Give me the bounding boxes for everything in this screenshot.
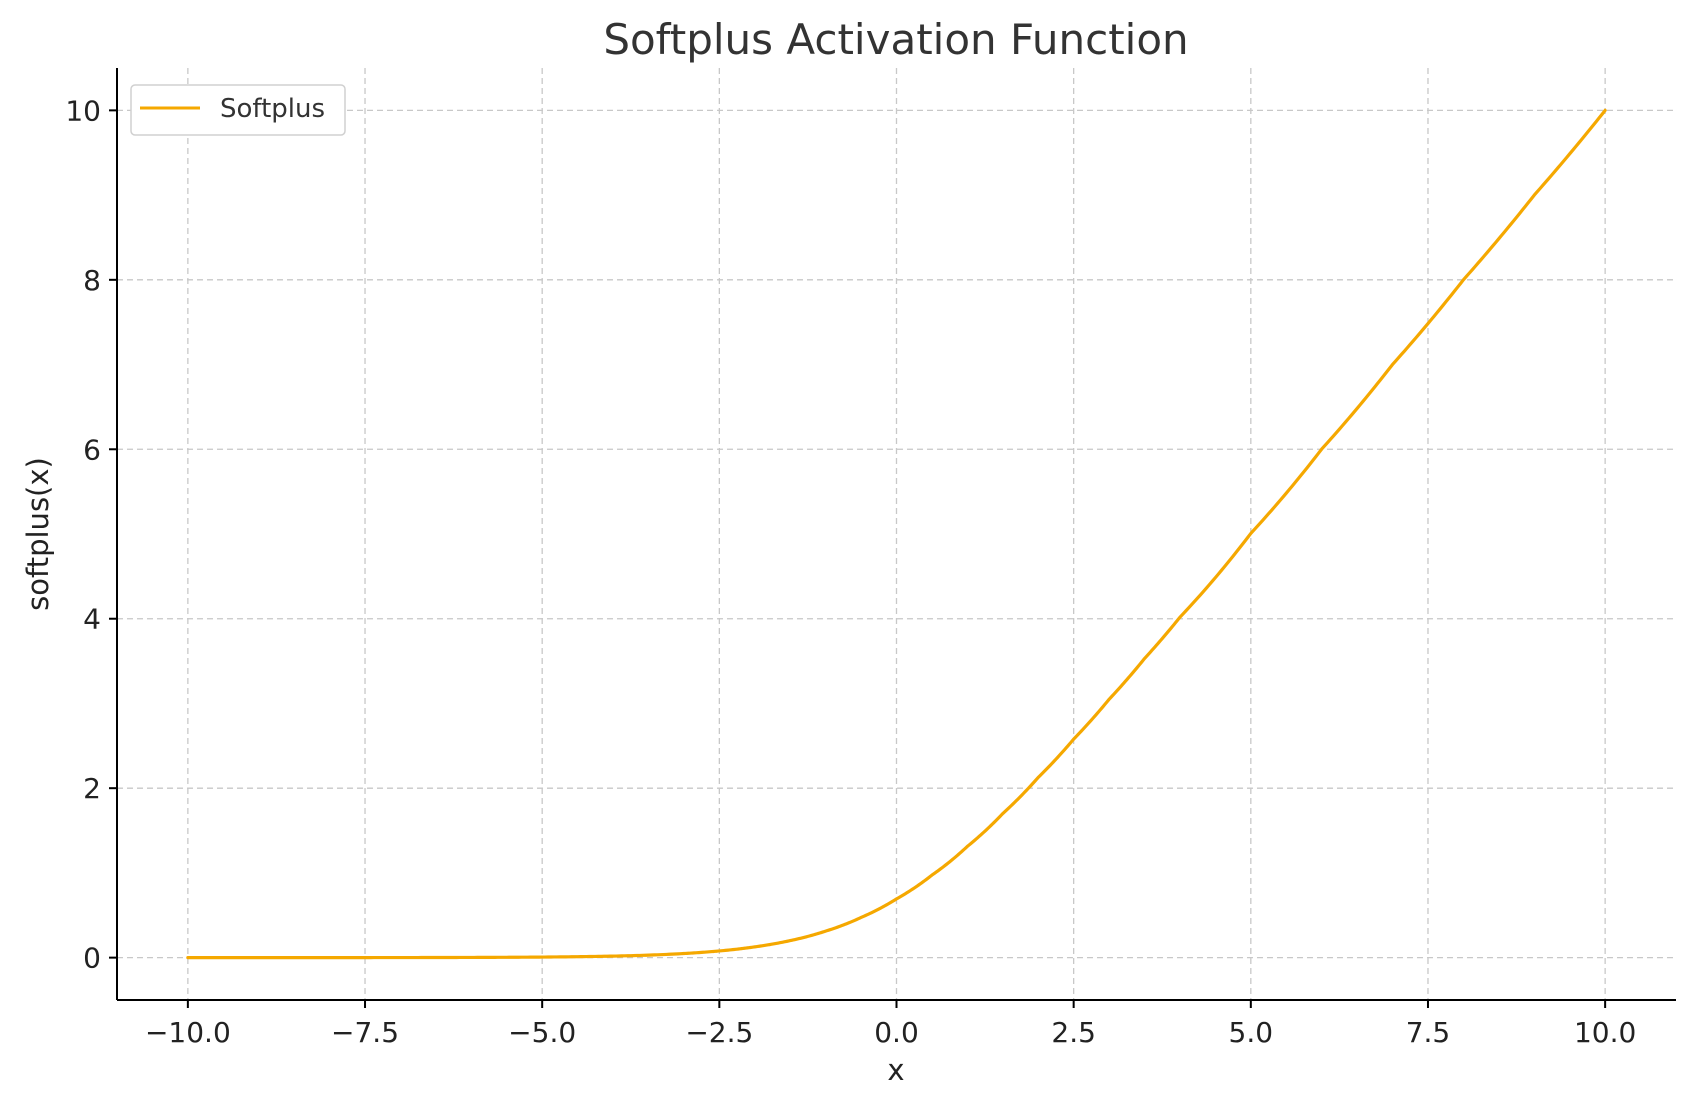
ticks: −10.0 −7.5 −5.0 −2.5 0.0 2.5 5.0 7.5 10.0 0 2 4 6 8 10 bbox=[65, 94, 1636, 1049]
grid bbox=[117, 68, 1676, 1000]
y-tick-label: 2 bbox=[83, 772, 101, 805]
y-tick-label: 6 bbox=[83, 433, 101, 466]
chart-title: Softplus Activation Function bbox=[603, 15, 1188, 64]
x-tick-label: −7.5 bbox=[331, 1016, 399, 1049]
legend-label-softplus: Softplus bbox=[220, 94, 325, 124]
x-tick-label: −10.0 bbox=[145, 1016, 231, 1049]
x-tick-label: 5.0 bbox=[1229, 1016, 1274, 1049]
x-tick-label: −5.0 bbox=[508, 1016, 576, 1049]
x-tick-label: 7.5 bbox=[1406, 1016, 1451, 1049]
x-tick-label: −2.5 bbox=[685, 1016, 753, 1049]
y-tick-label: 10 bbox=[65, 94, 101, 127]
y-tick-label: 8 bbox=[83, 264, 101, 297]
x-tick-label: 10.0 bbox=[1574, 1016, 1636, 1049]
legend: Softplus bbox=[130, 84, 346, 136]
series-line-softplus bbox=[186, 108, 1607, 960]
x-tick-label: 0.0 bbox=[874, 1016, 919, 1049]
y-tick-label: 4 bbox=[83, 603, 101, 636]
y-axis-label: softplus(x) bbox=[21, 457, 55, 611]
series-layer bbox=[186, 108, 1607, 960]
legend-box bbox=[130, 84, 346, 136]
x-axis-label: x bbox=[887, 1053, 904, 1087]
x-tick-label: 2.5 bbox=[1051, 1016, 1096, 1049]
y-tick-label: 0 bbox=[83, 942, 101, 975]
